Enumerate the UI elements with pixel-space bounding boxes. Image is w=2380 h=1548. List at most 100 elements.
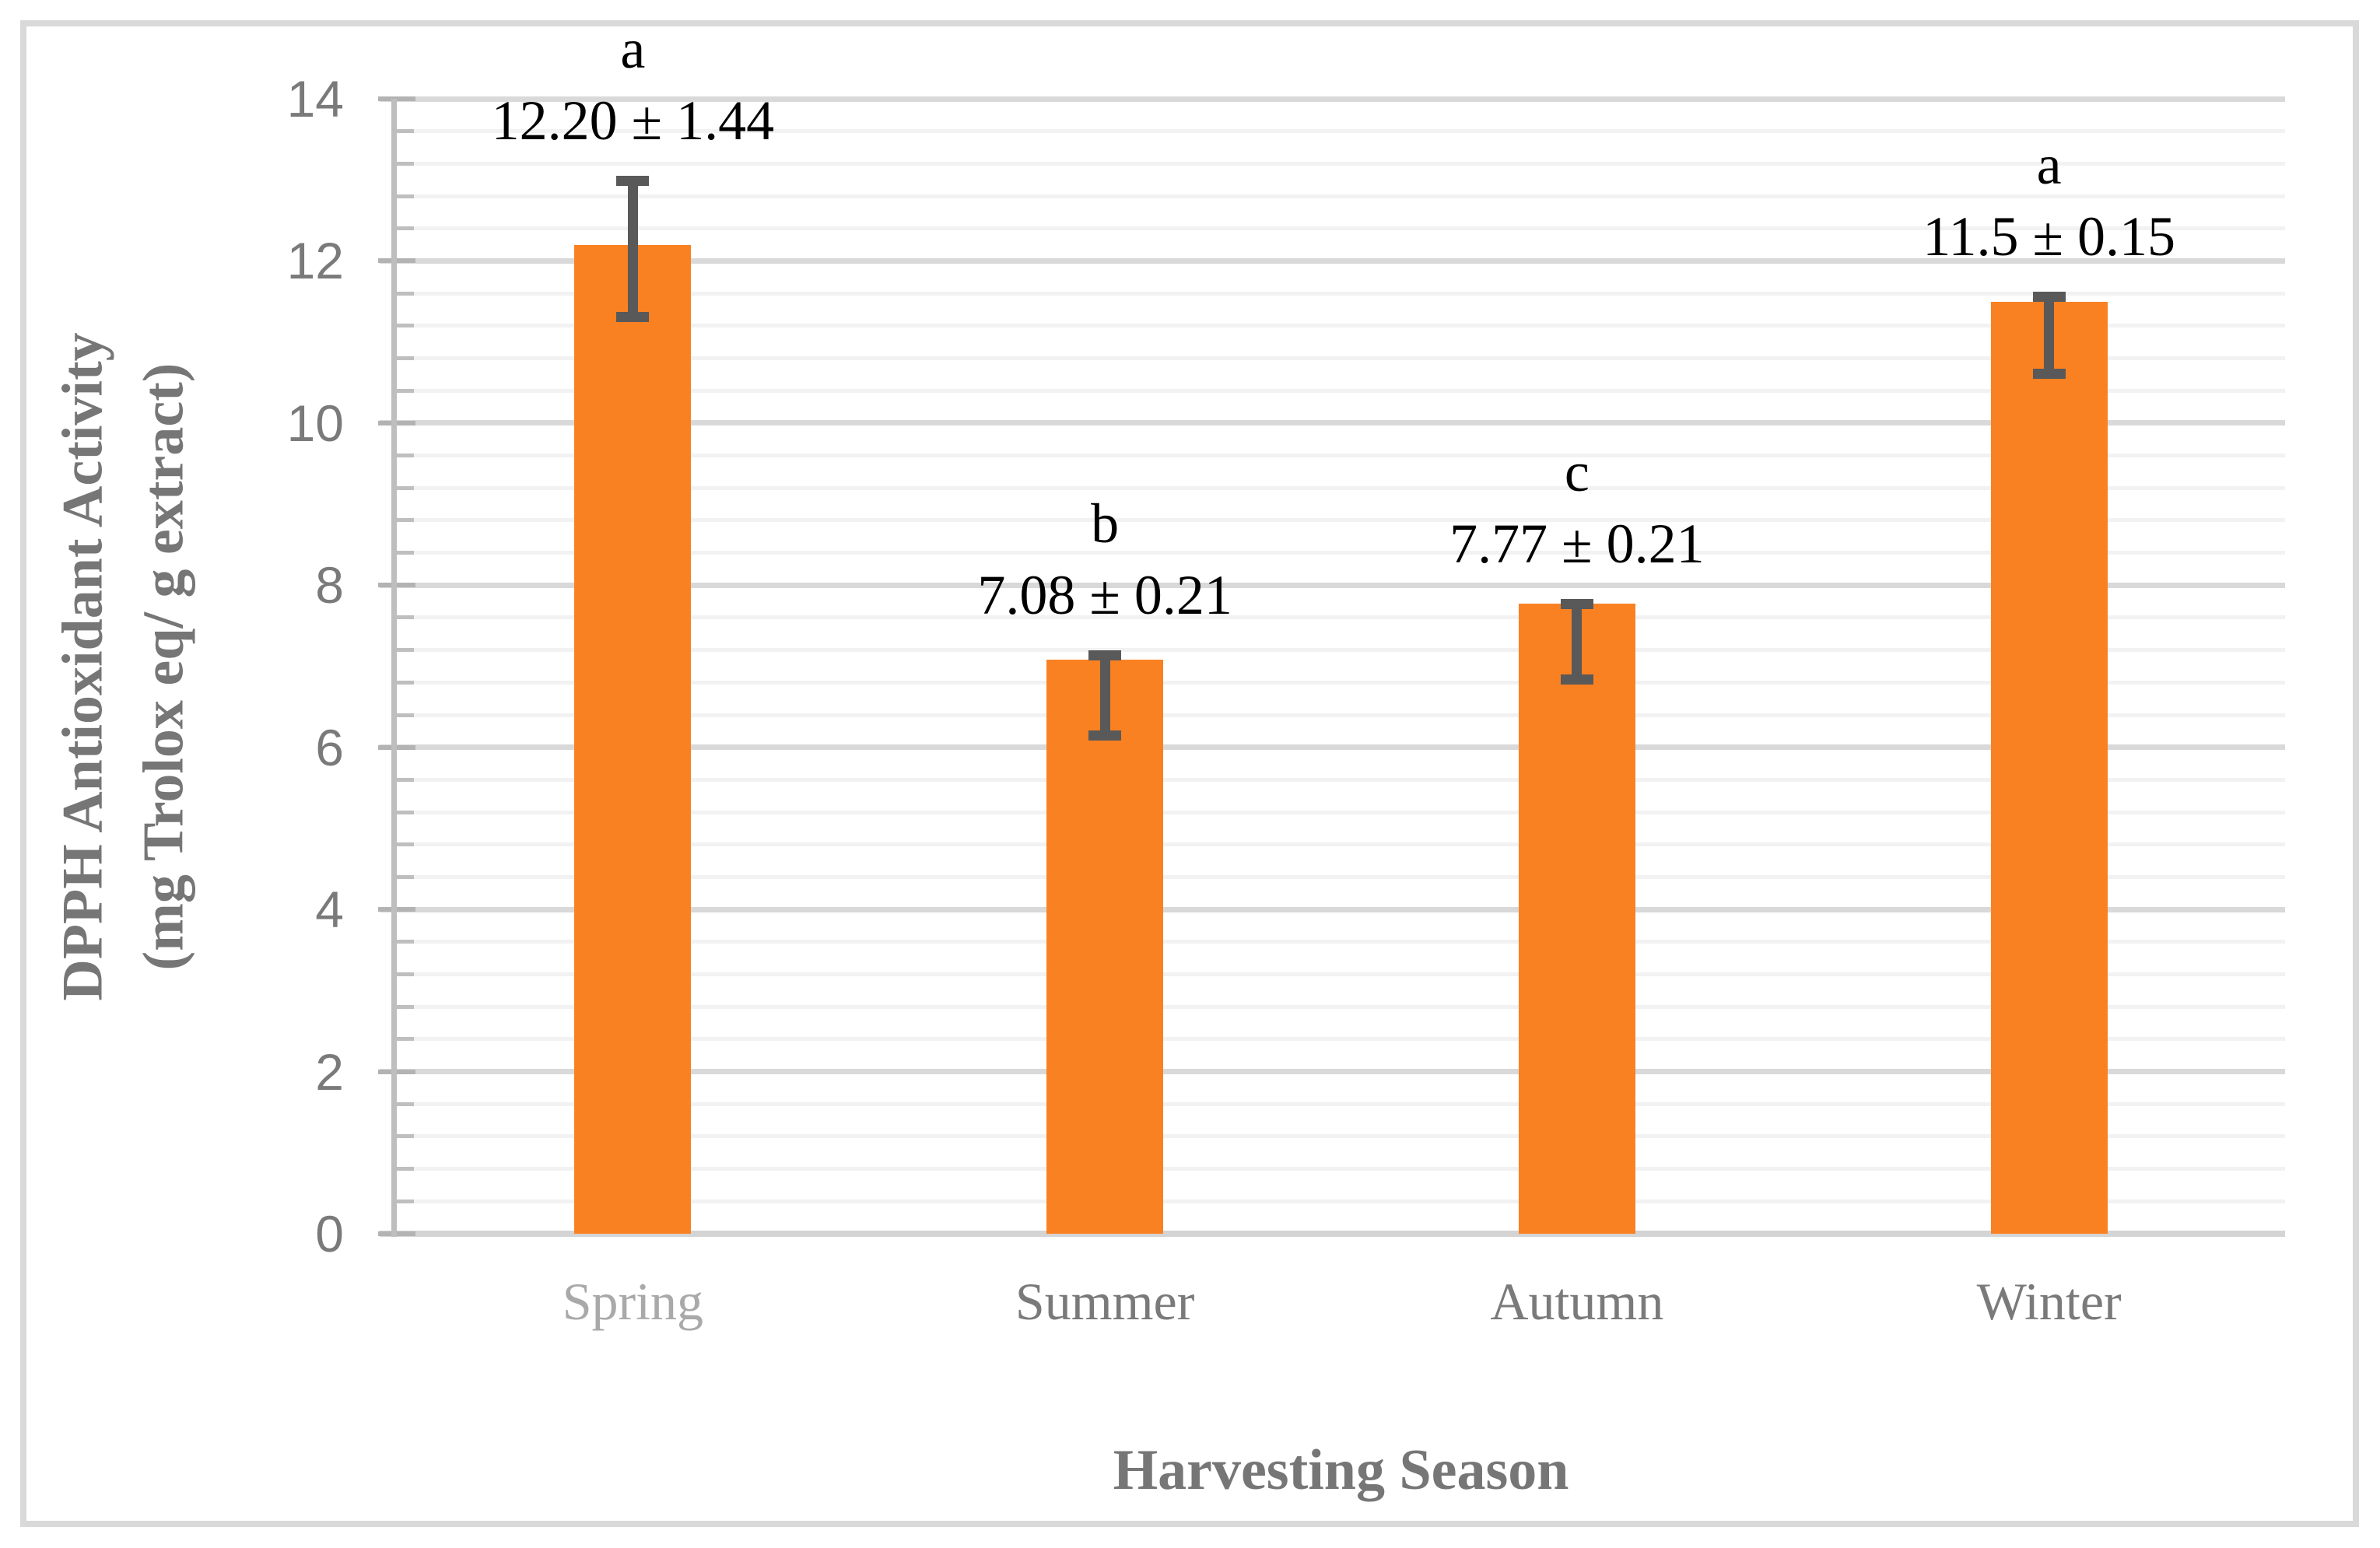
gridline-minor (414, 388, 2285, 393)
error-bar-cap-bottom (1560, 674, 1593, 685)
error-bar-cap-bottom (616, 311, 650, 322)
y-axis-major-tick (378, 1231, 415, 1236)
gridline-major (380, 906, 2285, 912)
y-axis-minor-tick (397, 777, 414, 782)
error-bar-cap-bottom (2032, 368, 2066, 379)
x-axis-baseline (380, 1231, 2285, 1237)
y-axis-minor-tick (397, 842, 414, 847)
error-bar-cap-top (1560, 599, 1593, 609)
y-axis-major-tick (378, 1069, 415, 1074)
gridline-minor (414, 161, 2285, 166)
bar-label-spring: a 12.20 ± 1.44 (321, 13, 944, 156)
y-axis-major-tick (378, 258, 415, 264)
error-bar-line (1572, 599, 1583, 685)
y-axis-minor-tick (397, 940, 414, 944)
gridline-minor (414, 485, 2285, 490)
figure-border (20, 20, 2359, 1527)
bar-label-winter: a 11.5 ± 0.15 (1738, 129, 2361, 272)
gridline-major (380, 744, 2285, 751)
y-axis-major-tick (378, 744, 415, 750)
category-label-winter: Winter (1976, 1272, 2122, 1331)
y-axis-minor-tick (397, 680, 414, 685)
y-tick-label-4: 4 (315, 881, 344, 939)
y-axis-minor-tick (397, 454, 414, 458)
gridline-major (380, 582, 2285, 588)
category-label-spring: Spring (562, 1272, 704, 1331)
gridline-minor (414, 810, 2285, 814)
y-axis-minor-tick (397, 194, 414, 198)
category-label-summer: Summer (1015, 1272, 1195, 1331)
gridline-minor (414, 226, 2285, 231)
gridline-minor (414, 777, 2285, 782)
gridline-minor (414, 1004, 2285, 1009)
y-tick-label-14: 14 (286, 70, 344, 128)
significance-letter: a (2036, 134, 2062, 197)
y-tick-label-12: 12 (286, 232, 344, 290)
plot-area: a 12.20 ± 1.44 b 7.08 ± 0.21 c 7.77 ± 0.21 a 11… (378, 18, 2285, 1237)
y-axis-minor-tick (397, 874, 414, 879)
y-axis-minor-tick (397, 226, 414, 231)
y-axis-minor-tick (397, 1199, 414, 1203)
error-bar-cap-bottom (1088, 730, 1122, 741)
y-axis-minor-tick (397, 615, 414, 620)
error-bar-line (627, 176, 638, 322)
gridline-major (380, 96, 2285, 102)
y-axis-major-tick (378, 420, 415, 426)
gridline-minor (414, 291, 2285, 296)
gridline-minor (414, 615, 2285, 620)
y-axis-minor-tick (397, 388, 414, 393)
y-axis-minor-tick (397, 972, 414, 976)
gridline-major (380, 257, 2285, 264)
y-axis-minor-tick (397, 291, 414, 296)
gridline-minor (414, 454, 2285, 458)
bar-value-label: 7.08 ± 0.21 (977, 563, 1232, 626)
gridline-minor (414, 1101, 2285, 1106)
y-axis-minor-tick (397, 648, 414, 653)
category-label-autumn: Autumn (1490, 1272, 1664, 1331)
y-axis-minor-tick (397, 1134, 414, 1139)
y-axis-major-tick (378, 583, 415, 588)
error-bar-cap-top (1088, 650, 1122, 660)
error-bar-cap-top (2032, 292, 2066, 303)
gridline-minor (414, 842, 2285, 847)
gridline-minor (414, 1167, 2285, 1172)
bar-label-autumn: c 7.77 ± 0.21 (1266, 436, 1888, 580)
y-axis-minor-tick (397, 129, 414, 134)
gridline-major (380, 420, 2285, 426)
y-axis-minor-tick (397, 810, 414, 814)
y-tick-label-6: 6 (315, 718, 344, 776)
gridline-minor (414, 972, 2285, 976)
bar-autumn (1518, 604, 1635, 1234)
error-bar-line (2044, 292, 2055, 379)
y-axis-major-tick (378, 96, 415, 101)
gridline-minor (414, 680, 2285, 685)
y-tick-label-8: 8 (315, 556, 344, 615)
y-axis-minor-tick (397, 518, 414, 523)
y-axis-line (391, 99, 397, 1237)
gridline-major (380, 1069, 2285, 1075)
y-axis-title-line1: DPPH Antioxidant Activity (51, 331, 114, 1001)
gridline-minor (414, 940, 2285, 944)
error-bar-line (1099, 650, 1110, 741)
significance-letter: c (1564, 441, 1590, 503)
y-tick-label-0: 0 (315, 1205, 344, 1263)
gridline-minor (414, 355, 2285, 360)
y-axis-minor-tick (397, 713, 414, 717)
significance-letter: a (620, 18, 646, 81)
bar-value-label: 12.20 ± 1.44 (491, 89, 775, 152)
y-axis-minor-tick (397, 1167, 414, 1172)
gridline-minor (414, 874, 2285, 879)
y-axis-major-tick (378, 907, 415, 912)
gridline-minor (414, 713, 2285, 717)
y-axis-minor-tick (397, 485, 414, 490)
y-tick-label-2: 2 (315, 1042, 344, 1101)
bar-spring (574, 244, 692, 1234)
gridline-minor (414, 1037, 2285, 1042)
y-axis-minor-tick (397, 1004, 414, 1009)
gridline-minor (414, 518, 2285, 523)
bar-label-summer: b 7.08 ± 0.21 (794, 488, 1416, 631)
error-bar-cap-top (616, 176, 650, 186)
y-axis-minor-tick (397, 355, 414, 360)
gridline-minor (414, 551, 2285, 555)
